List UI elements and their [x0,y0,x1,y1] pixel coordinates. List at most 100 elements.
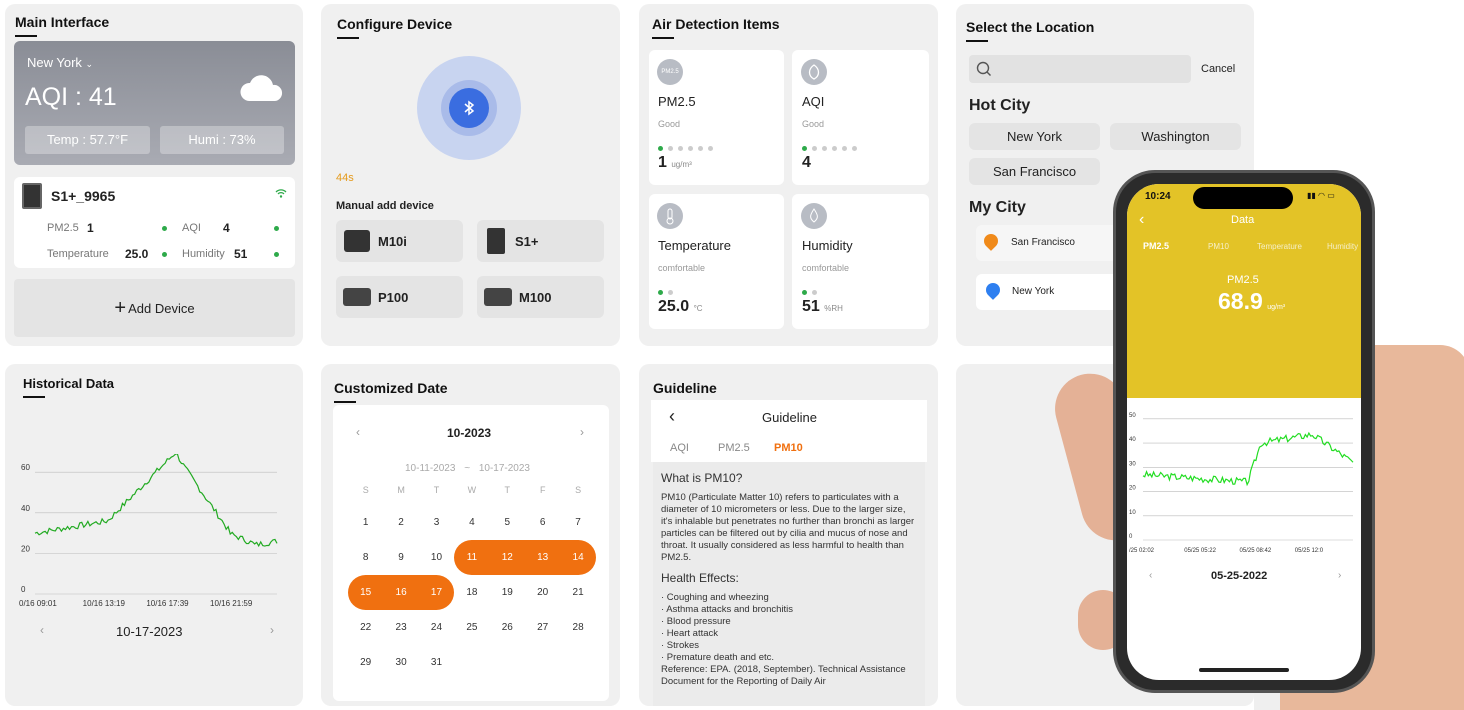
calendar-day[interactable]: 19 [501,587,513,598]
panel-title: Configure Device [337,16,453,39]
my-city-san-francisco[interactable]: San Francisco [976,225,1126,261]
device-option-s1plus[interactable]: S1+ [477,220,604,262]
calendar-day[interactable]: 9 [398,552,404,563]
device-option-m10i[interactable]: M10i [336,220,463,262]
calendar-day[interactable]: 20 [537,587,549,598]
device-thumb-icon [343,288,371,306]
calendar-day[interactable]: 22 [360,622,372,633]
thermometer-icon [657,203,683,229]
home-indicator [1199,668,1289,672]
calendar-day[interactable]: 27 [537,622,549,633]
device-option-m100[interactable]: M100 [477,276,604,318]
calendar-day[interactable]: 30 [395,657,407,668]
calendar-day[interactable]: 12 [489,540,525,575]
calendar-day[interactable]: 3 [433,517,440,528]
search-icon [976,61,991,76]
item-unit: °C [693,304,703,313]
calendar-day[interactable]: 11 [454,540,490,575]
level-dots [658,138,718,156]
cancel-button[interactable]: Cancel [1201,63,1236,75]
y-tick-label: 20 [21,544,30,553]
calendar-day[interactable]: 18 [466,587,478,598]
calendar-day[interactable]: 14 [560,540,596,575]
calendar-day[interactable]: 23 [395,622,407,633]
tab-aqi[interactable]: AQI [670,442,689,454]
guideline-tabs: AQI PM2.5 PM10 [651,436,927,462]
hot-city-san-francisco[interactable]: San Francisco [969,158,1100,185]
status-time: 10:24 [1145,191,1171,202]
air-item-aqi[interactable]: AQI Good 4 [792,50,929,185]
air-detection-panel: Air Detection Items PM2.5 PM2.5 Good 1 u… [639,4,938,346]
city-selector[interactable]: New York ⌄ [27,55,94,70]
calendar-day[interactable]: 2 [398,517,404,528]
droplet-icon [801,203,827,229]
historical-data-panel: Historical Data 60 40 20 0 0/16 09:01 10/16 1… [5,364,303,706]
calendar-day[interactable]: 5 [504,517,511,528]
calendar-card: ‹ 10-2023 › 10-11-2023 ~ 10-17-2023 S M T W… [333,405,609,701]
back-arrow-icon[interactable]: ‹ [1139,211,1145,228]
air-item-pm25[interactable]: PM2.5 PM2.5 Good 1 ug/m³ [649,50,784,185]
calendar-day[interactable]: 29 [360,657,372,668]
calendar-day[interactable]: 15 [348,575,384,610]
date-next-button[interactable]: › [270,623,274,637]
month-prev-button[interactable]: ‹ [356,425,360,439]
phone-date-next[interactable]: › [1338,570,1342,581]
back-arrow-icon[interactable]: ‹ [669,406,675,426]
status-icons: ▮▮ ◠ ▭ [1307,191,1335,200]
date-prev-button[interactable]: ‹ [40,623,44,637]
guideline-panel: Guideline ‹ Guideline AQI PM2.5 PM10 Wha… [639,364,938,706]
air-item-humidity[interactable]: Humidity comfortable 51 %RH [792,194,929,329]
panel-title: Historical Data [23,376,115,398]
calendar-day[interactable]: 4 [469,517,475,528]
phone-tab-pm25[interactable]: PM2.5 [1143,241,1170,251]
calendar-day[interactable]: 13 [525,540,561,575]
customized-date-panel: Customized Date ‹ 10-2023 › 10-11-2023 ~… [321,364,620,706]
calendar-day[interactable]: 28 [572,622,584,633]
panel-title: Guideline [653,380,717,403]
panel-title: Select the Location [966,19,1095,42]
series-line [34,454,278,548]
device-card[interactable]: S1+_9965 PM2.5 1 AQI 4 Temperature 25.0 … [14,177,295,268]
calendar-day[interactable]: 8 [362,552,369,563]
device-thumb-icon [484,288,512,306]
calendar-day[interactable]: 7 [575,517,581,528]
weekday-label: W [467,485,477,495]
calendar-day[interactable]: 31 [430,657,443,668]
bluetooth-icon[interactable] [449,88,489,128]
guideline-body: What is PM10? PM10 (Particulate Matter 1… [653,462,925,706]
hot-city-washington[interactable]: Washington [1110,123,1241,150]
calendar-day[interactable]: 26 [501,622,513,633]
calendar-day[interactable]: 17 [418,575,455,610]
tab-pm10[interactable]: PM10 [774,442,803,454]
phone-tab-temperature[interactable]: Temperature [1257,242,1302,251]
calendar-day[interactable]: 10 [430,552,443,563]
level-dots [658,282,678,300]
tab-pm25[interactable]: PM2.5 [718,442,750,454]
y-tick-label: 0 [1129,534,1133,540]
item-value: 25.0 [658,298,690,315]
calendar-day[interactable]: 21 [572,587,584,598]
phone-date-prev[interactable]: ‹ [1149,570,1153,581]
temperature-label: Temperature [47,248,109,260]
calendar-day[interactable]: 16 [383,575,419,610]
x-tick-label: 10/16 13:19 [83,599,126,608]
calendar-day[interactable]: 25 [466,622,478,633]
search-input[interactable] [969,55,1191,83]
weekday-label: T [433,485,440,495]
air-item-temperature[interactable]: Temperature comfortable 25.0 °C [649,194,784,329]
hot-city-new-york[interactable]: New York [969,123,1100,150]
calendar-day[interactable]: 24 [430,622,443,633]
y-tick-label: 50 [1129,413,1136,419]
month-next-button[interactable]: › [580,425,584,439]
cloud-icon [239,73,285,103]
add-device-button[interactable]: + Add Device [14,279,295,337]
phone-tab-humidity[interactable]: Humidity [1327,242,1359,251]
phone-tab-pm10[interactable]: PM10 [1208,242,1229,251]
calendar-day[interactable]: 6 [539,517,546,528]
calendar-day[interactable]: 1 [362,517,369,528]
item-name: Temperature [658,238,731,253]
guideline-header: ‹ Guideline [651,400,927,436]
my-city-new-york[interactable]: New York [976,274,1126,310]
configure-device-panel: Configure Device 44s Manual add device M… [321,4,620,346]
device-option-p100[interactable]: P100 [336,276,463,318]
